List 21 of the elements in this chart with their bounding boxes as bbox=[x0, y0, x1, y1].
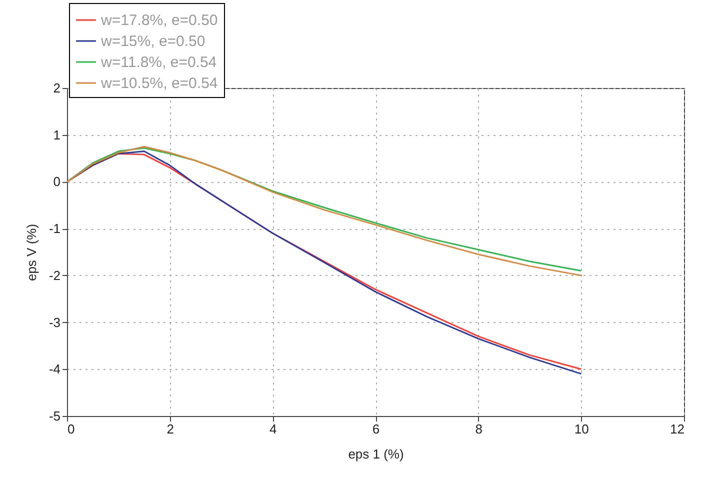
legend-label: w=11.8%, e=0.54 bbox=[100, 54, 217, 71]
x-axis-title: eps 1 (%) bbox=[348, 446, 404, 462]
x-tick-label: 2 bbox=[166, 422, 174, 436]
x-tick-label: 8 bbox=[475, 422, 482, 436]
y-tick-label: 2 bbox=[53, 80, 60, 96]
y-axis-title: eps V (%) bbox=[24, 224, 39, 282]
x-tick-label: 10 bbox=[574, 422, 589, 436]
x-tick-label: 6 bbox=[372, 422, 380, 436]
y-tick-label: -5 bbox=[48, 408, 60, 424]
y-tick-label: 0 bbox=[53, 174, 60, 190]
y-tick-label: -2 bbox=[48, 268, 60, 283]
legend-label: w=15%, e=0.50 bbox=[100, 33, 206, 50]
legend-label: w=10.5%, e=0.54 bbox=[100, 75, 218, 92]
legend-label: w=17.8%, e=0.50 bbox=[100, 12, 218, 29]
y-tick-label: -1 bbox=[48, 221, 60, 236]
y-tick-label: -4 bbox=[48, 362, 60, 377]
x-tick-label: 4 bbox=[270, 422, 277, 436]
y-tick-label: -3 bbox=[48, 314, 60, 330]
x-tick-label: 0 bbox=[68, 422, 75, 436]
y-tick-label: 1 bbox=[53, 127, 60, 142]
x-tick-label: 12 bbox=[670, 422, 684, 436]
